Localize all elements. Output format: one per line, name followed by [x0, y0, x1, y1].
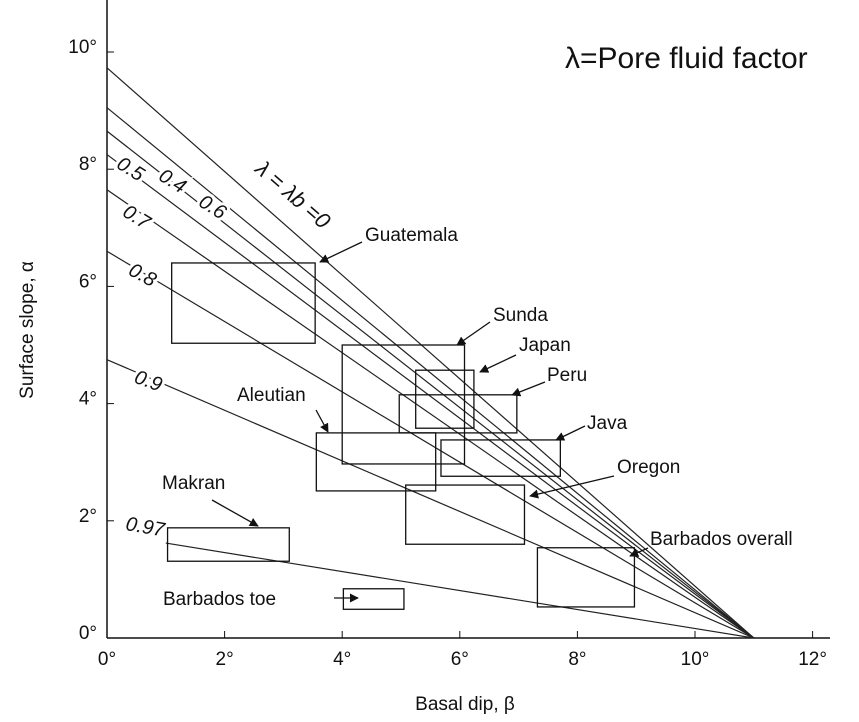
arrow: [456, 321, 491, 346]
y-tick-label: 0°: [79, 623, 97, 644]
line-label: 0.9: [131, 366, 165, 396]
arrow: [511, 381, 546, 397]
arrow: [555, 425, 586, 441]
line-label: λ = λb =0: [250, 155, 336, 234]
y-tick-label: 4°: [79, 389, 97, 410]
x-tick-label: 0°: [98, 649, 116, 670]
y-axis-label: Surface slope, α: [17, 261, 38, 399]
arrow: [629, 547, 649, 557]
fluid-line: [106, 107, 755, 639]
region-label: Java: [587, 413, 628, 434]
region-label: Oregon: [617, 457, 680, 478]
region-label: Makran: [162, 473, 225, 494]
x-axis-label: Basal dip, β: [415, 694, 515, 715]
y-tick-label: 2°: [79, 506, 97, 527]
arrow: [529, 475, 615, 499]
region-box: [166, 527, 290, 562]
region-box: [405, 484, 526, 545]
region-label: Peru: [547, 365, 587, 386]
y-tick-label: 8°: [79, 154, 97, 175]
region-box: [171, 262, 316, 344]
region-label: Aleutian: [237, 385, 306, 406]
fluid-line: [106, 130, 755, 639]
region-label: Japan: [519, 335, 571, 356]
region-label: Sunda: [493, 305, 548, 326]
x-tick-label: 4°: [333, 649, 351, 670]
fluid-line: [106, 67, 755, 639]
fluid-line: [106, 359, 755, 639]
fluid-line: [106, 189, 755, 639]
x-tick-label: 8°: [568, 649, 586, 670]
x-tick-label: 6°: [451, 649, 469, 670]
y-tick-label: 10°: [68, 37, 97, 58]
arrow: [319, 241, 363, 263]
fluid-line: [106, 154, 755, 639]
x-tick-label: 2°: [216, 649, 234, 670]
region-label: Barbados overall: [650, 529, 793, 550]
x-tick-label: 12°: [798, 649, 827, 670]
legend-title: λ=Pore fluid factor: [565, 42, 808, 75]
region-box: [440, 439, 561, 477]
arrow: [479, 354, 517, 373]
region-box: [315, 432, 437, 492]
region-box: [415, 369, 475, 429]
arrow: [315, 409, 329, 433]
region-box: [342, 588, 405, 610]
line-label: 0.97: [124, 513, 167, 542]
arrow: [211, 499, 259, 527]
line-label: 0.6: [195, 191, 231, 225]
region-box: [398, 394, 518, 434]
fluid-line: [165, 542, 754, 639]
annotation: Guatemala: [365, 225, 458, 246]
region-box: [536, 547, 636, 608]
y-tick-label: 6°: [79, 271, 97, 292]
line-label: 0.8: [125, 259, 160, 291]
fluid-line: [106, 250, 755, 639]
region-box: [341, 344, 466, 465]
line-label: 0.7: [119, 201, 155, 235]
x-tick-label: 10°: [681, 649, 710, 670]
region-label: Barbados toe: [163, 589, 276, 610]
line-label: 0.4: [155, 165, 190, 198]
